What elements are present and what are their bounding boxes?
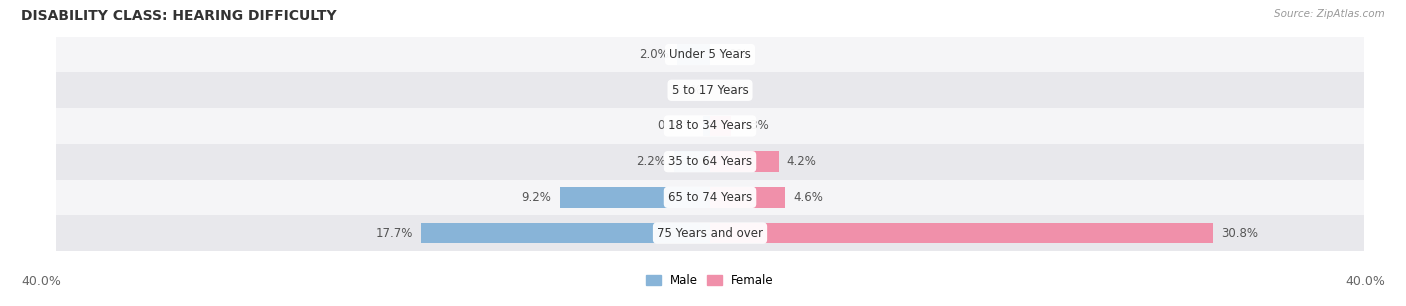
Bar	[56, 73, 1364, 108]
Text: 35 to 64 Years: 35 to 64 Years	[668, 155, 752, 168]
Bar	[703, 116, 710, 136]
Bar	[560, 187, 710, 208]
Text: 1.3%: 1.3%	[740, 119, 769, 132]
Text: 65 to 74 Years: 65 to 74 Years	[668, 191, 752, 204]
Bar	[56, 144, 1364, 180]
Text: Source: ZipAtlas.com: Source: ZipAtlas.com	[1274, 9, 1385, 19]
Text: 18 to 34 Years: 18 to 34 Years	[668, 119, 752, 132]
Bar	[673, 151, 710, 172]
Text: 2.2%: 2.2%	[636, 155, 666, 168]
Text: 9.2%: 9.2%	[522, 191, 551, 204]
Text: DISABILITY CLASS: HEARING DIFFICULTY: DISABILITY CLASS: HEARING DIFFICULTY	[21, 9, 336, 23]
Text: 40.0%: 40.0%	[1346, 275, 1385, 288]
Bar	[56, 37, 1364, 73]
Bar	[56, 108, 1364, 144]
Text: 0.0%: 0.0%	[718, 48, 748, 61]
Bar	[710, 187, 785, 208]
Bar	[56, 215, 1364, 251]
Text: 4.2%: 4.2%	[787, 155, 817, 168]
Text: 0.0%: 0.0%	[718, 84, 748, 97]
Text: 17.7%: 17.7%	[375, 226, 412, 240]
Text: 0.0%: 0.0%	[672, 84, 702, 97]
Bar	[678, 44, 710, 65]
Text: 4.6%: 4.6%	[793, 191, 824, 204]
Text: 2.0%: 2.0%	[640, 48, 669, 61]
Bar	[710, 116, 731, 136]
Bar	[710, 151, 779, 172]
Text: 40.0%: 40.0%	[21, 275, 60, 288]
Bar	[710, 223, 1213, 244]
Text: 75 Years and over: 75 Years and over	[657, 226, 763, 240]
Text: 30.8%: 30.8%	[1222, 226, 1258, 240]
Bar	[56, 180, 1364, 215]
Text: 0.44%: 0.44%	[658, 119, 695, 132]
Text: Under 5 Years: Under 5 Years	[669, 48, 751, 61]
Text: 5 to 17 Years: 5 to 17 Years	[672, 84, 748, 97]
Bar	[420, 223, 710, 244]
Legend: Male, Female: Male, Female	[641, 270, 779, 292]
